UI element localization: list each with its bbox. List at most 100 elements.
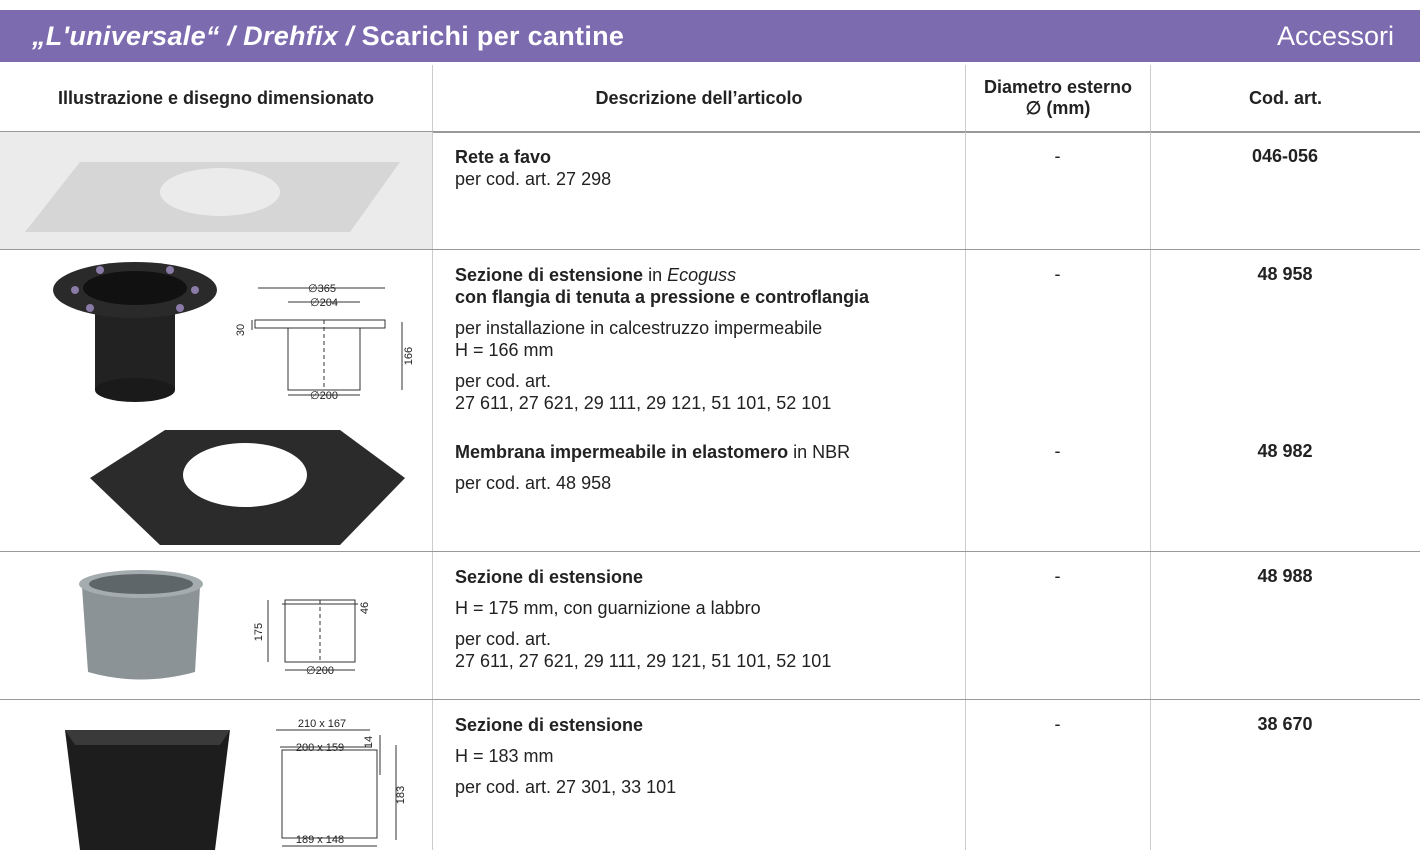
text-segment: per installazione in calcestruzzo imperm… [455, 318, 823, 338]
table-row: ∅365 ∅204 30 166 ∅200 Sezione di estensi… [0, 250, 1420, 552]
description-line: H = 175 mm, con guarnizione a labbro [455, 597, 965, 619]
text-segment: Ecoguss [667, 265, 737, 285]
description-block: per cod. art. 48 958 [455, 472, 965, 494]
title-bold: Scarichi per cantine [361, 21, 625, 51]
dimension-label: 166 [403, 347, 415, 365]
description-line: per cod. art. 48 958 [455, 472, 965, 494]
article: Rete a favo per cod. art. 27 298 - 046-056 [432, 146, 1420, 199]
article: Membrana impermeabile in elastomero in N… [432, 441, 1420, 503]
text-segment: Sezione di estensione [455, 715, 644, 735]
table-row: Rete a favo per cod. art. 27 298 - 046-056 [0, 132, 1420, 250]
diameter: - [1054, 441, 1061, 461]
text-segment: Sezione di estensione [455, 567, 644, 587]
diameter: - [1054, 146, 1061, 166]
header-bar: „L'universale“ / Drehfix / Scarichi per … [0, 10, 1420, 62]
table-row: 210 x 167 200 x 159 14 183 189 x 148 Sez… [0, 700, 1420, 850]
table-header: Illustrazione e disegno dimensionato Des… [0, 65, 1420, 133]
dimension-label: 210 x 167 [298, 718, 346, 730]
text-segment: Sezione di estensione [455, 265, 644, 285]
title-italic: „L'universale“ / Drehfix / [32, 21, 354, 51]
text-segment: Rete a favo [455, 147, 552, 167]
column-divider [965, 552, 966, 699]
column-divider [965, 132, 966, 249]
product-image [0, 132, 432, 249]
description-line: Sezione di estensione in Ecoguss [455, 264, 965, 286]
product-image: ∅365 ∅204 30 166 ∅200 [53, 262, 415, 545]
dimension-label: 30 [235, 324, 247, 336]
dimension-label: 189 x 148 [296, 834, 344, 846]
article-code: 046-056 [1251, 146, 1319, 166]
column-header: Illustrazione e disegno dimensionato [57, 87, 375, 108]
description-line: con flangia di tenuta a pressione e cont… [455, 286, 965, 308]
diameter: - [1054, 566, 1061, 586]
description-line: 27 611, 27 621, 29 111, 29 121, 51 101, … [455, 392, 965, 414]
dimension-label: ∅200 [306, 665, 334, 677]
text-segment: H = 166 mm [455, 340, 554, 360]
article-code: 38 670 [1257, 714, 1313, 734]
text-segment: H = 175 mm, con guarnizione a labbro [455, 598, 761, 618]
description: Sezione di estensione H = 183 mm per cod. … [432, 714, 965, 807]
category: Accessori [1276, 21, 1394, 51]
diameter: - [1054, 714, 1061, 734]
diameter: - [1054, 264, 1061, 284]
dimension-label: ∅365 [308, 283, 336, 295]
column-divider [432, 552, 433, 699]
dimension-label: ∅204 [310, 297, 338, 309]
product-image: 175 46 ∅200 [79, 570, 371, 680]
description: Rete a favo per cod. art. 27 298 [432, 146, 965, 199]
dimension-label: 14 [363, 736, 375, 748]
description-line: per cod. art. 27 298 [455, 168, 965, 190]
text-segment: con flangia di tenuta a pressione e cont… [455, 287, 870, 307]
description-block: Membrana impermeabile in elastomero in N… [455, 441, 965, 463]
dimension-label: ∅200 [310, 390, 338, 402]
text-segment: Membrana impermeabile in elastomero [455, 442, 789, 462]
description-block: H = 183 mm [455, 745, 965, 767]
description-line: per installazione in calcestruzzo imperm… [455, 317, 965, 339]
dimension-label: 183 [395, 786, 407, 804]
text-segment: in [643, 265, 668, 285]
article-code: 48 988 [1257, 566, 1313, 586]
dimension-label: 200 x 159 [296, 742, 344, 754]
column-divider [1150, 132, 1151, 249]
article: Sezione di estensione H = 175 mm, con gua… [432, 566, 1420, 681]
text-segment: per cod. art. 27 298 [455, 169, 612, 189]
description-line: Sezione di estensione [455, 714, 965, 736]
description-block: per cod. art. 27 611, 27 621, 29 111, 29 … [455, 370, 965, 414]
column-divider [432, 700, 433, 850]
description-line: Membrana impermeabile in elastomero in N… [455, 441, 965, 463]
dimension-label: 46 [359, 602, 371, 614]
column-divider [1150, 700, 1151, 850]
text-segment: H = 183 mm [455, 746, 554, 766]
column-header: Descrizione dell’articolo [432, 65, 965, 131]
column-header: Diametro esterno ∅ (mm) [965, 65, 1150, 131]
description-line: H = 166 mm [455, 339, 965, 361]
column-divider [1150, 552, 1151, 699]
description-block: per cod. art. 27 611, 27 621, 29 111, 29 … [455, 628, 965, 672]
description-block: Sezione di estensione [455, 566, 965, 588]
article-code: 48 982 [1257, 441, 1313, 461]
column-header-line: Diametro esterno [983, 77, 1133, 97]
description-line: per cod. art. [455, 370, 965, 392]
description: Sezione di estensione H = 175 mm, con gua… [432, 566, 965, 681]
description-line: per cod. art. [455, 628, 965, 650]
article: Sezione di estensione in Ecoguss con flan… [432, 264, 1420, 423]
column-divider [965, 700, 966, 850]
row-items: Rete a favo per cod. art. 27 298 - 046-056 [432, 132, 1420, 249]
text-segment: 27 611, 27 621, 29 111, 29 121, 51 101, … [455, 393, 832, 413]
description-block: H = 175 mm, con guarnizione a labbro [455, 597, 965, 619]
column-divider [432, 250, 433, 551]
title: „L'universale“ / Drehfix / Scarichi per … [32, 10, 624, 62]
description-line: H = 183 mm [455, 745, 965, 767]
description-line: Sezione di estensione [455, 566, 965, 588]
row-items: Sezione di estensione in Ecoguss con flan… [432, 250, 1420, 551]
description-block: per installazione in calcestruzzo imperm… [455, 317, 965, 361]
text-segment: 27 611, 27 621, 29 111, 29 121, 51 101, … [455, 651, 832, 671]
column-divider [1150, 250, 1151, 551]
column-divider [432, 132, 433, 249]
description-line: 27 611, 27 621, 29 111, 29 121, 51 101, … [455, 650, 965, 672]
text-segment: per cod. art. [455, 371, 552, 391]
product-image: 210 x 167 200 x 159 14 183 189 x 148 [65, 718, 407, 850]
description: Sezione di estensione in Ecoguss con flan… [432, 264, 965, 423]
text-segment: per cod. art. [455, 629, 552, 649]
